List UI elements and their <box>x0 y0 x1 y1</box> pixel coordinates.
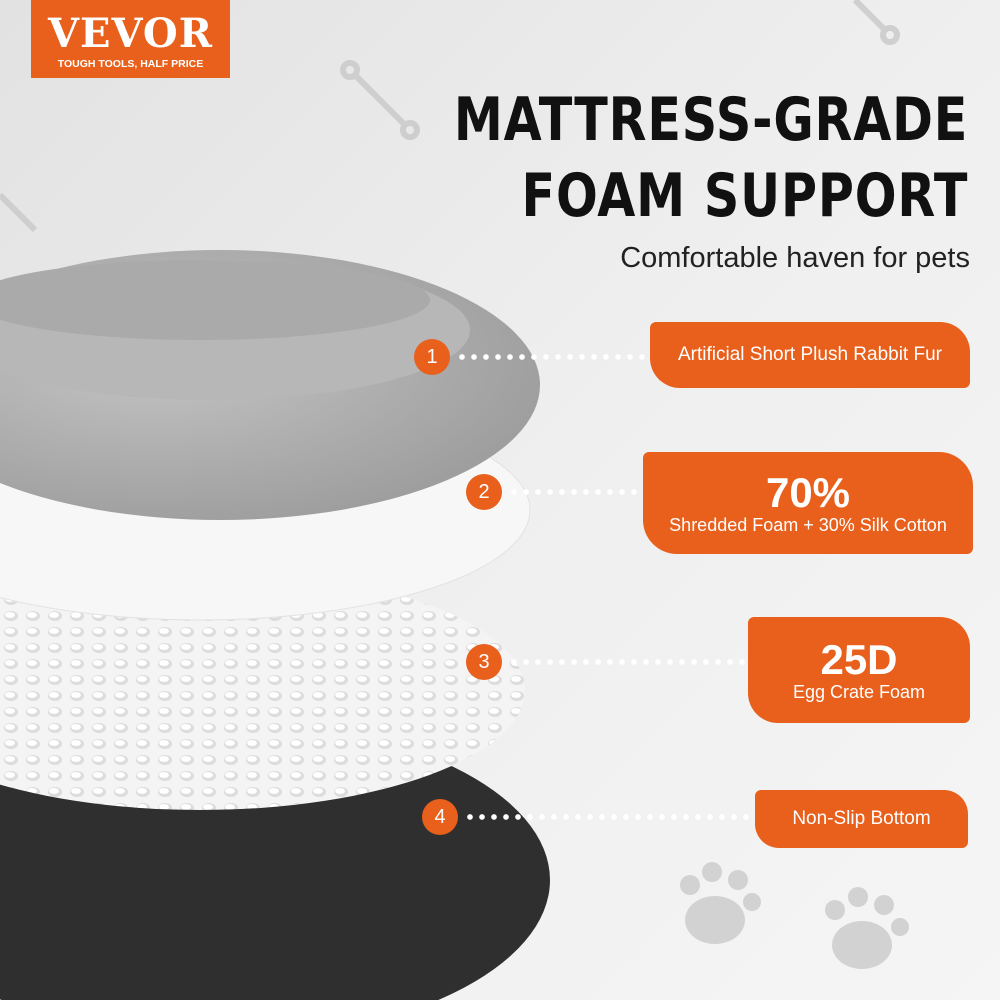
layer-badge-3: 3 <box>466 644 502 680</box>
dotted-connector <box>464 814 754 820</box>
layer-badge-1: 1 <box>414 339 450 375</box>
dotted-connector <box>456 354 648 360</box>
layer-label-4: Non-Slip Bottom <box>755 790 968 848</box>
headline: MATTRESS-GRADE FOAM SUPPORT <box>453 85 968 231</box>
vevor-logo: VEVOR TOUGH TOOLS, HALF PRICE <box>31 0 230 78</box>
layer-badge-4: 4 <box>422 799 458 835</box>
layer-label-2: 70% Shredded Foam + 30% Silk Cotton <box>643 452 973 554</box>
dotted-connector <box>508 659 746 665</box>
dotted-connector <box>508 489 642 495</box>
layer-label-3: 25D Egg Crate Foam <box>748 617 970 723</box>
paw-icon <box>680 862 909 969</box>
egg-crate-foam-layer <box>0 570 525 810</box>
layer-badge-2: 2 <box>466 474 502 510</box>
bone-icon <box>0 0 900 233</box>
subtitle: Comfortable haven for pets <box>620 242 970 274</box>
layer-label-1: Artificial Short Plush Rabbit Fur <box>650 322 970 388</box>
